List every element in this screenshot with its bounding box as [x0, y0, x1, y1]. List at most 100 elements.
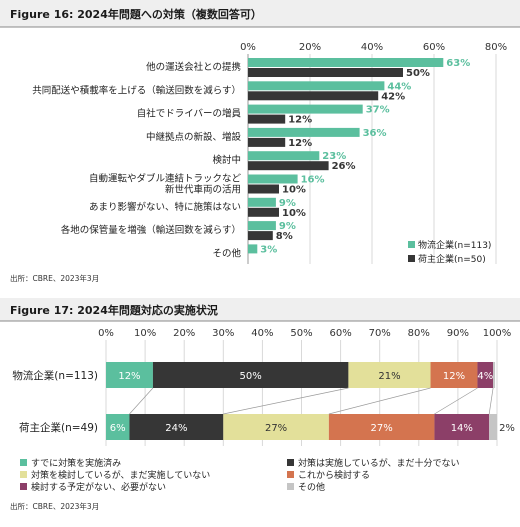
- fig16-data-label: 50%: [406, 68, 430, 79]
- fig17-category-label: 荷主企業(n=49): [19, 421, 98, 434]
- fig17-bar-segment: [477, 362, 494, 388]
- fig16-data-label: 9%: [279, 221, 296, 232]
- fig16-category-label: 中継拠点の新設、増設: [146, 131, 242, 143]
- fig17-legend-swatch: [20, 459, 27, 466]
- fig16-legend-label: 物流企業(n=113): [418, 239, 491, 251]
- fig17-data-label: 27%: [371, 423, 393, 434]
- fig17-data-label: 14%: [451, 423, 473, 434]
- fig16-data-label: 8%: [276, 231, 293, 242]
- fig16-bar: [248, 68, 403, 77]
- fig16-bar: [248, 127, 360, 137]
- fig17-data-label: 12%: [118, 371, 140, 382]
- fig17-data-label: 12%: [443, 371, 465, 382]
- fig16-data-label: 42%: [381, 91, 405, 102]
- fig17-x-tick-label: 20%: [173, 328, 195, 339]
- fig16-bar: [248, 161, 329, 171]
- fig17-data-label: 50%: [240, 371, 262, 382]
- fig17-legend-swatch: [20, 471, 27, 478]
- fig16-data-label: 23%: [322, 151, 346, 162]
- fig17-connector-line: [328, 387, 431, 415]
- fig17-category-label: 物流企業(n=113): [12, 369, 98, 382]
- fig16-title: Figure 16: 2024年問題への対策（複数回答可）: [10, 7, 262, 21]
- fig16-data-label: 12%: [288, 115, 312, 126]
- fig17-x-tick-label: 80%: [408, 328, 430, 339]
- fig16-bar: [248, 104, 363, 114]
- fig16-data-label: 26%: [332, 161, 356, 172]
- fig16-data-label: 10%: [282, 185, 306, 196]
- fig16-category-label: 検討中: [212, 154, 241, 166]
- fig16-bar: [248, 151, 320, 161]
- fig16-data-label: 37%: [366, 105, 390, 116]
- fig17-title-bar: [0, 298, 520, 321]
- fig16-category-label: 各地の保管量を増強（輸送回数を減らす）: [61, 224, 241, 236]
- fig17-bar-segment: [223, 414, 329, 440]
- fig17-x-tick-label: 90%: [447, 328, 469, 339]
- fig17-bar-segment: [129, 414, 224, 440]
- fig17-bar-segment: [493, 362, 496, 388]
- fig16-bar: [248, 221, 276, 231]
- fig16-category-label: あまり影響がない、特に施策はない: [89, 201, 241, 213]
- fig17-legend-label: その他: [298, 481, 325, 493]
- fig16-category-label: 共同配送や積載率を上げる（輸送回数を減らす）: [32, 84, 241, 96]
- fig17-legend-label: すでに対策を実施済み: [31, 457, 121, 469]
- fig16-title-bar: [0, 0, 520, 27]
- fig17-legend-label: 対策は実施しているが、まだ十分でない: [298, 457, 460, 469]
- fig17-connector-line: [434, 387, 478, 415]
- fig17-x-tick-label: 50%: [290, 328, 312, 339]
- fig17-legend-swatch: [287, 483, 294, 490]
- fig17-x-tick-label: 40%: [251, 328, 273, 339]
- fig17-bar-segment: [106, 362, 153, 388]
- fig17-connector-line: [488, 387, 494, 415]
- fig17-data-label: 24%: [165, 423, 187, 434]
- fig16-bar: [248, 81, 385, 91]
- fig17-legend-swatch: [20, 483, 27, 490]
- fig16-legend-label: 荷主企業(n=50): [418, 253, 486, 265]
- fig16-data-label: 3%: [260, 244, 277, 255]
- fig17-data-label: 6%: [110, 423, 126, 434]
- fig16-data-label: 16%: [301, 175, 325, 186]
- fig17-source: 出所：CBRE、2023年3月: [10, 501, 99, 511]
- fig16-bar: [248, 114, 286, 124]
- fig17-bar-segment: [430, 362, 478, 388]
- fig16-bar: [248, 137, 286, 147]
- fig17-legend-label: これから検討する: [298, 469, 370, 481]
- fig16-x-tick-label: 0%: [240, 42, 256, 53]
- fig16-x-tick-label: 80%: [485, 42, 507, 53]
- fig16-legend-swatch: [408, 255, 415, 262]
- fig16-x-tick-label: 40%: [361, 42, 383, 53]
- fig16-data-label: 12%: [288, 138, 312, 149]
- fig17-legend-label: 対策を検討しているが、まだ実施していない: [31, 469, 210, 481]
- fig17-x-tick-label: 60%: [329, 328, 351, 339]
- fig17-data-label: 21%: [378, 371, 400, 382]
- fig17-bar-segment: [489, 414, 497, 440]
- fig16-bar: [248, 174, 298, 184]
- fig16-category-label: 他の運送会社との提携: [146, 61, 241, 73]
- fig17-legend-swatch: [287, 471, 294, 478]
- fig17-title: Figure 17: 2024年問題対応の実施状況: [10, 303, 218, 317]
- fig17-bar-segment: [106, 414, 130, 440]
- fig17-x-tick-label: 0%: [98, 328, 114, 339]
- fig16-x-tick-label: 60%: [423, 42, 445, 53]
- fig17-data-label: 2%: [499, 423, 515, 434]
- fig16-chart: 0% 20% 40% 60% 80% 他の運送会社との提携 63% 50% 共同配送や積載率を上…: [32, 42, 507, 265]
- fig17-data-label: 27%: [265, 423, 287, 434]
- fig17-chart: 0% 10% 20% 30% 40% 50% 60% 70% 80% 90% 100% 物流企業(n=…: [12, 328, 515, 493]
- fig17-x-tick-label: 30%: [212, 328, 234, 339]
- fig17-x-tick-label: 100%: [483, 328, 512, 339]
- fig16-bar: [248, 231, 273, 241]
- fig17-legend-swatch: [287, 459, 294, 466]
- fig17-bar-segment: [434, 414, 490, 440]
- fig16-category-label: 新世代車両の活用: [165, 184, 241, 196]
- fig17-x-tick-label: 70%: [369, 328, 391, 339]
- fig16-data-label: 63%: [446, 58, 470, 69]
- fig16-bar: [248, 91, 379, 101]
- fig16-data-label: 44%: [387, 81, 411, 92]
- fig16-data-label: 36%: [363, 128, 387, 139]
- fig17-bar-segment: [348, 362, 431, 388]
- fig16-x-tick-label: 20%: [299, 42, 321, 53]
- fig16-bar: [248, 207, 279, 217]
- fig16-data-label: 10%: [282, 208, 306, 219]
- fig17-x-tick-label: 10%: [134, 328, 156, 339]
- fig17-bar-segment: [328, 414, 435, 440]
